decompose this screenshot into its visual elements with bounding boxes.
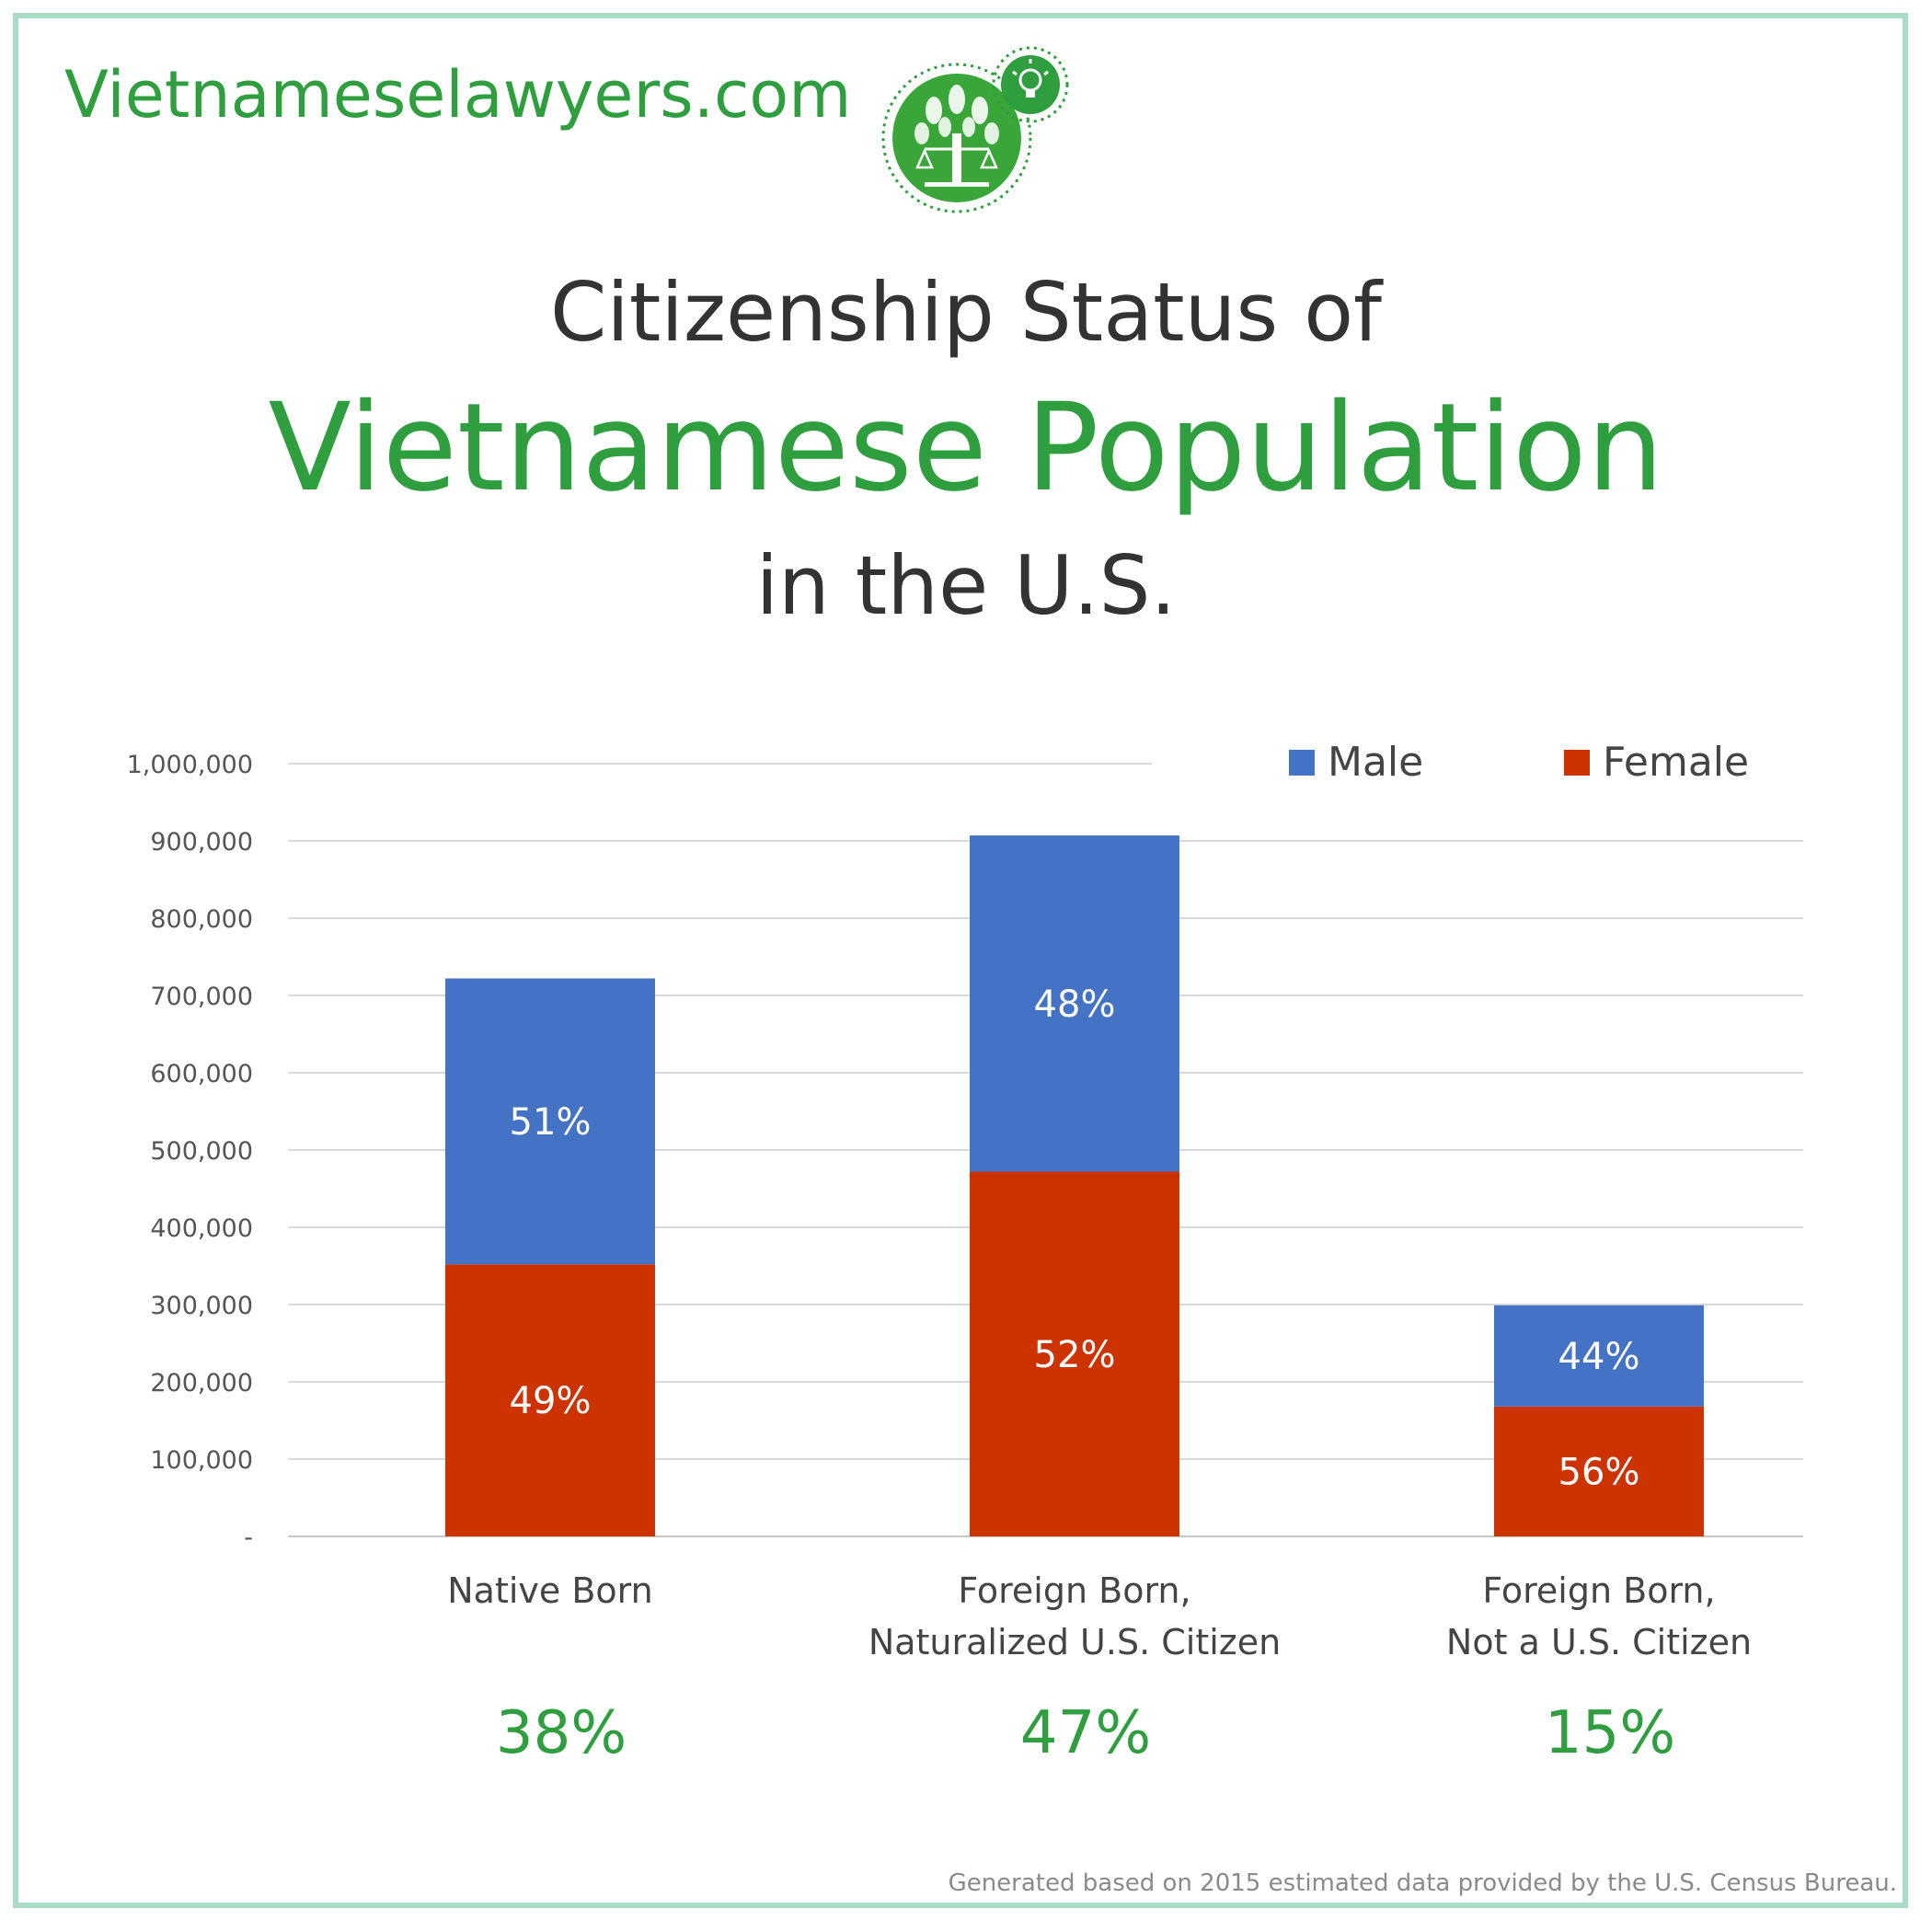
bar-data-label: 51% — [510, 1101, 592, 1144]
tree-scales-lightbulb-icon — [881, 46, 1069, 213]
category-share-label: 15% — [1545, 1699, 1675, 1767]
y-tick-label: 400,000 — [150, 1214, 253, 1243]
bar-female — [970, 1171, 1179, 1536]
site-name[interactable]: Vietnameselawyers.com — [64, 57, 852, 132]
bar-male — [1494, 1305, 1704, 1407]
bar-male — [445, 978, 655, 1265]
category-share-label: 38% — [496, 1699, 627, 1767]
title-line-1: Citizenship Status of — [549, 265, 1383, 360]
legend-label: Female — [1603, 739, 1749, 786]
bar-female — [1494, 1406, 1704, 1536]
category-share-label: 47% — [1020, 1699, 1151, 1767]
bar-data-label: 48% — [1034, 983, 1116, 1026]
title-line-3: in the U.S. — [755, 538, 1177, 633]
x-category-label: Not a U.S. Citizen — [1446, 1622, 1752, 1662]
bar-data-label: 49% — [510, 1380, 592, 1422]
y-tick-label: 200,000 — [150, 1369, 253, 1397]
bar-data-label: 44% — [1558, 1336, 1640, 1378]
x-category-label: Naturalized U.S. Citizen — [868, 1622, 1281, 1662]
title-line-2: Vietnamese Population — [268, 377, 1664, 519]
source-footnote: Generated based on 2015 estimated data p… — [948, 1869, 1897, 1897]
x-category-label: Native Born — [447, 1570, 652, 1611]
bar-data-label: 56% — [1558, 1451, 1640, 1493]
y-tick-label: - — [244, 1524, 253, 1552]
page-frame — [13, 13, 1908, 1908]
legend-swatch — [1289, 750, 1315, 776]
y-tick-label: 300,000 — [150, 1292, 253, 1320]
y-tick-label: 500,000 — [150, 1137, 253, 1166]
y-tick-label: 600,000 — [150, 1060, 253, 1088]
legend-swatch — [1564, 750, 1590, 776]
stacked-bar-chart: - 100,000 200,000 300,000 400,000 500,000 600,… — [127, 739, 1803, 1767]
x-category-label: Foreign Born, — [958, 1570, 1190, 1611]
y-tick-label: 900,000 — [150, 828, 253, 857]
x-category-label: Foreign Born, — [1482, 1570, 1715, 1611]
y-tick-label: 800,000 — [150, 905, 253, 934]
y-tick-label: 700,000 — [150, 983, 253, 1011]
bar-data-label: 52% — [1034, 1334, 1116, 1376]
legend-label: Male — [1328, 739, 1423, 786]
y-tick-label: 100,000 — [150, 1446, 253, 1475]
y-tick-label: 1,000,000 — [127, 751, 253, 779]
bar-female — [445, 1264, 655, 1536]
bar-male — [970, 835, 1179, 1172]
